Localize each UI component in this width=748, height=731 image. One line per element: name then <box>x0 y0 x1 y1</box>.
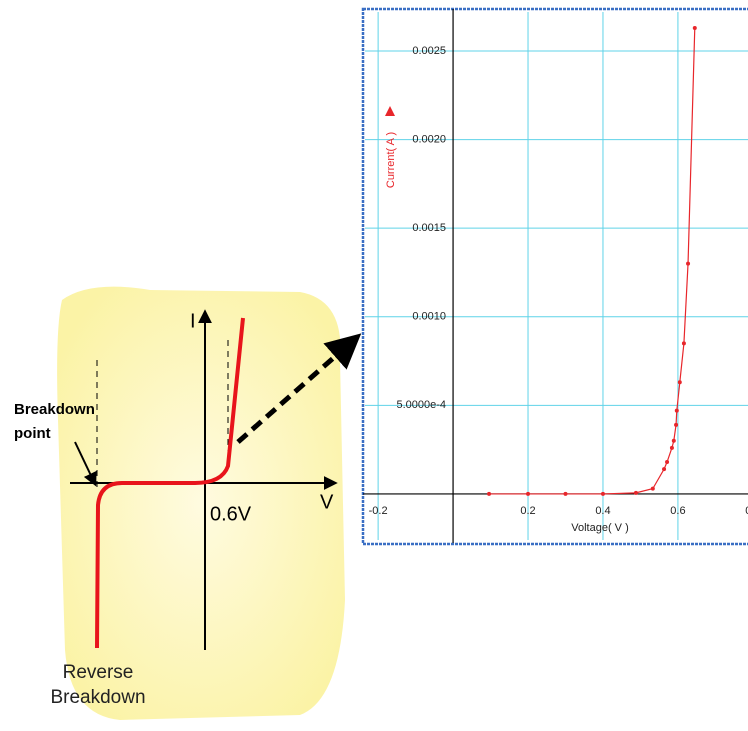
y-tick-label: 0.0015 <box>412 222 446 234</box>
y-tick-label: 0.0025 <box>412 45 446 57</box>
data-point <box>678 380 682 384</box>
data-point <box>601 492 605 496</box>
page: I V 0.6V Breakdown point Reverse Breakdo… <box>0 0 748 731</box>
y-tick-label: 0.0020 <box>412 133 446 145</box>
reverse-label: Breakdown <box>50 687 145 708</box>
highlight-blob <box>57 287 345 720</box>
chart: Voltage( V ) Current( A ) -0.2 0.2 0.4 0.6 0… <box>363 9 748 544</box>
diagram: I V 0.6V Breakdown point Reverse Breakdo… <box>14 287 356 720</box>
breakdown-label: point <box>14 425 51 442</box>
data-point <box>563 492 567 496</box>
chart-frame <box>363 9 748 544</box>
data-point <box>670 446 674 450</box>
breakdown-label: Breakdown <box>14 401 95 418</box>
x-tick-label: 0.2 <box>520 505 535 517</box>
data-point <box>693 26 697 30</box>
y-tick-label: 5.0000e-4 <box>396 399 446 411</box>
data-point <box>672 439 676 443</box>
data-point <box>634 491 638 495</box>
data-point <box>675 409 679 413</box>
data-point <box>526 492 530 496</box>
x-tick-label: -0.2 <box>369 505 388 517</box>
current-label: I <box>190 310 196 332</box>
data-point <box>662 467 666 471</box>
reverse-label: Reverse <box>63 662 134 683</box>
voltage-label: V <box>320 491 334 513</box>
data-point <box>686 262 690 266</box>
x-tick-label: 0.6 <box>670 505 685 517</box>
x-tick-label: 0.4 <box>595 505 610 517</box>
data-point <box>487 492 491 496</box>
data-point <box>674 423 678 427</box>
data-point <box>651 487 655 491</box>
data-point <box>682 341 686 345</box>
data-point <box>665 460 669 464</box>
x-axis-label: Voltage( V ) <box>571 522 628 534</box>
y-tick-label: 0.0010 <box>412 311 446 323</box>
y-axis-label: Current( A ) <box>385 132 397 188</box>
threshold-label: 0.6V <box>210 503 252 525</box>
